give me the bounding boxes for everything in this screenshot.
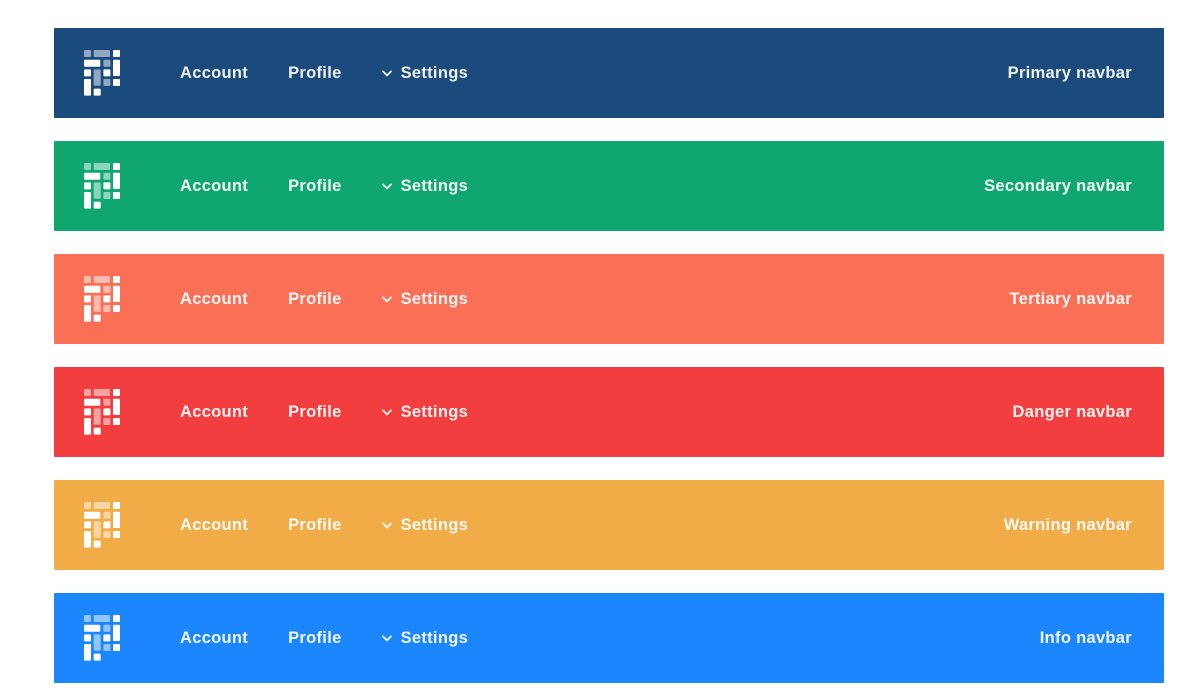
- nav-link-account[interactable]: Account: [180, 63, 249, 82]
- nav-link-settings-label: Settings: [400, 402, 469, 421]
- nav-dropdown-settings[interactable]: Settings: [381, 63, 469, 83]
- navbar-variant-label: Warning navbar: [1003, 515, 1132, 534]
- navbar-primary: Account Profile Settings Primary navbar: [54, 28, 1164, 118]
- nav-link-settings-label: Settings: [400, 515, 469, 534]
- nav-link-account[interactable]: Account: [180, 628, 249, 647]
- nav-link-settings-label: Settings: [400, 63, 469, 82]
- nav-link-profile[interactable]: Profile: [288, 402, 342, 421]
- nav-link-account[interactable]: Account: [180, 515, 249, 534]
- brand-logo[interactable]: [84, 163, 120, 209]
- nav-links: Account Profile Settings: [180, 177, 468, 196]
- pixel-grid-logo-icon: [84, 389, 120, 435]
- nav-links: Account Profile Settings: [180, 629, 468, 648]
- brand-logo[interactable]: [84, 276, 120, 322]
- nav-link-settings-label: Settings: [400, 289, 469, 308]
- nav-dropdown-settings[interactable]: Settings: [381, 628, 469, 648]
- navbar-tertiary: Account Profile Settings Tertiary navbar: [54, 254, 1164, 344]
- chevron-down-icon: [381, 70, 392, 76]
- chevron-down-icon: [381, 408, 392, 415]
- navbar-variant-label: Info navbar: [1039, 628, 1132, 647]
- nav-dropdown-settings[interactable]: Settings: [381, 176, 469, 196]
- navbar-variant-label: Secondary navbar: [984, 176, 1132, 195]
- nav-link-profile[interactable]: Profile: [288, 289, 342, 308]
- nav-link-profile[interactable]: Profile: [288, 515, 342, 534]
- navbar-variant-label: Tertiary navbar: [1009, 289, 1132, 308]
- nav-links: Account Profile Settings: [180, 290, 468, 309]
- nav-links: Account Profile Settings: [180, 403, 468, 422]
- nav-dropdown-settings[interactable]: Settings: [381, 402, 469, 422]
- pixel-grid-logo-icon: [84, 502, 120, 548]
- navbar-warning: Account Profile Settings Warning navbar: [54, 480, 1164, 570]
- nav-links: Account Profile Settings: [180, 516, 468, 535]
- nav-dropdown-settings[interactable]: Settings: [381, 515, 469, 535]
- nav-link-settings-label: Settings: [400, 176, 469, 195]
- nav-link-profile[interactable]: Profile: [288, 63, 342, 82]
- nav-link-account[interactable]: Account: [180, 289, 249, 308]
- nav-link-profile[interactable]: Profile: [288, 176, 342, 195]
- nav-link-settings-label: Settings: [400, 628, 469, 647]
- brand-logo[interactable]: [84, 502, 120, 548]
- navbar-danger: Account Profile Settings Danger navbar: [54, 367, 1164, 457]
- navbar-info: Account Profile Settings Info navbar: [54, 593, 1164, 683]
- pixel-grid-logo-icon: [84, 50, 120, 96]
- nav-link-account[interactable]: Account: [180, 176, 249, 195]
- navbar-variant-label: Primary navbar: [1007, 63, 1132, 82]
- pixel-grid-logo-icon: [84, 276, 120, 322]
- pixel-grid-logo-icon: [84, 163, 120, 209]
- brand-logo[interactable]: [84, 615, 120, 661]
- chevron-down-icon: [381, 635, 392, 641]
- nav-dropdown-settings[interactable]: Settings: [381, 289, 469, 309]
- nav-link-account[interactable]: Account: [180, 402, 249, 421]
- nav-links: Account Profile Settings: [180, 64, 468, 83]
- brand-logo[interactable]: [84, 389, 120, 435]
- navbar-variant-label: Danger navbar: [1012, 402, 1132, 421]
- navbar-secondary: Account Profile Settings Secondary navba…: [54, 141, 1164, 231]
- nav-link-profile[interactable]: Profile: [288, 628, 342, 647]
- chevron-down-icon: [381, 182, 392, 189]
- chevron-down-icon: [381, 522, 392, 528]
- chevron-down-icon: [381, 295, 392, 302]
- pixel-grid-logo-icon: [84, 615, 120, 661]
- brand-logo[interactable]: [84, 50, 120, 96]
